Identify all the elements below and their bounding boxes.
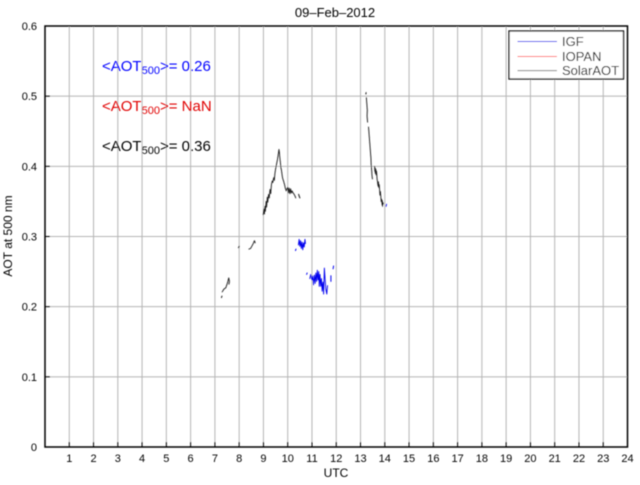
svg-text:12: 12	[330, 453, 342, 465]
svg-text:3: 3	[115, 453, 121, 465]
svg-text:23: 23	[597, 453, 609, 465]
svg-text:19: 19	[500, 453, 512, 465]
svg-text:0.2: 0.2	[22, 302, 37, 314]
svg-text:1: 1	[66, 453, 72, 465]
svg-text:17: 17	[451, 453, 463, 465]
svg-text:0.4: 0.4	[22, 161, 37, 173]
svg-text:0.5: 0.5	[22, 91, 37, 103]
svg-text:5: 5	[163, 453, 169, 465]
svg-text:09–Feb–2012: 09–Feb–2012	[295, 5, 375, 20]
svg-text:13: 13	[354, 453, 366, 465]
svg-text:0: 0	[31, 442, 37, 454]
svg-text:10: 10	[282, 453, 294, 465]
svg-text:0.1: 0.1	[22, 372, 37, 384]
svg-text:2: 2	[90, 453, 96, 465]
svg-text:24: 24	[621, 453, 633, 465]
svg-text:0.3: 0.3	[22, 232, 37, 244]
svg-text:AOT at 500 nm: AOT at 500 nm	[1, 195, 15, 276]
svg-text:14: 14	[379, 453, 391, 465]
svg-text:9: 9	[260, 453, 266, 465]
svg-text:UTC: UTC	[324, 466, 349, 480]
svg-text:IGF: IGF	[562, 34, 584, 49]
svg-text:15: 15	[403, 453, 415, 465]
svg-text:SolarAOT: SolarAOT	[562, 63, 619, 78]
svg-text:IOPAN: IOPAN	[562, 49, 602, 64]
svg-text:6: 6	[188, 453, 194, 465]
svg-text:22: 22	[573, 453, 585, 465]
svg-text:11: 11	[306, 453, 317, 465]
svg-text:8: 8	[236, 453, 242, 465]
svg-text:16: 16	[427, 453, 439, 465]
svg-text:0.6: 0.6	[22, 21, 37, 33]
svg-text:20: 20	[524, 453, 536, 465]
svg-text:21: 21	[549, 453, 561, 465]
svg-text:18: 18	[476, 453, 488, 465]
svg-text:4: 4	[139, 453, 145, 465]
svg-text:7: 7	[212, 453, 218, 465]
